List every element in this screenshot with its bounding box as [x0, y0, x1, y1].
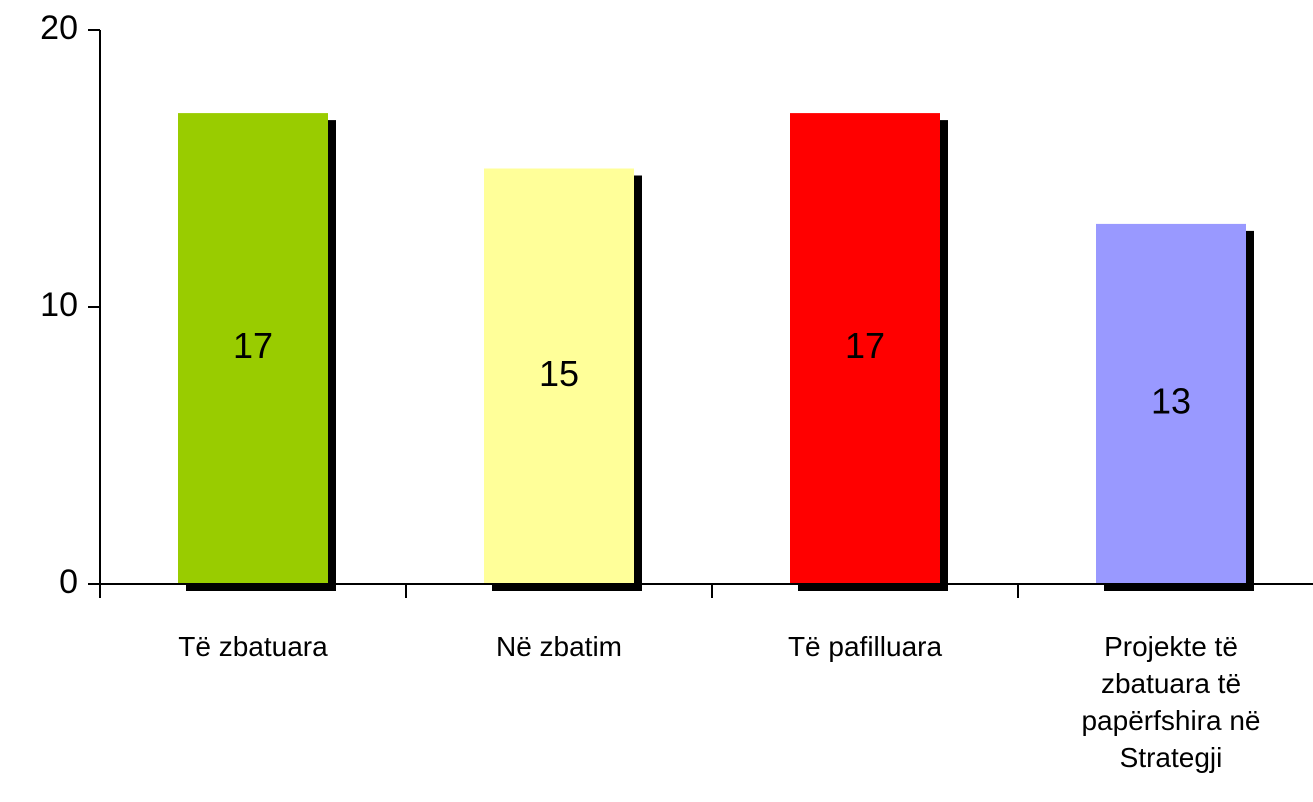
value-label: 17	[233, 325, 273, 366]
y-tick-label: 20	[40, 9, 78, 47]
y-tick-label: 10	[40, 286, 78, 324]
x-tick-label: Në zbatim	[495, 631, 623, 662]
x-tick-label: Projekte të zbatuara të papërfshira në S…	[1081, 631, 1261, 773]
x-tick-label: Të pafilluara	[787, 631, 943, 662]
y-tick-label: 0	[59, 563, 78, 601]
bar	[790, 113, 940, 584]
bar	[1096, 223, 1246, 584]
x-tick-label: Të zbatuara	[178, 631, 328, 662]
value-label: 17	[845, 325, 885, 366]
bar	[484, 168, 634, 584]
bar	[178, 113, 328, 584]
value-label: 13	[1151, 380, 1191, 421]
value-label: 15	[539, 353, 579, 394]
